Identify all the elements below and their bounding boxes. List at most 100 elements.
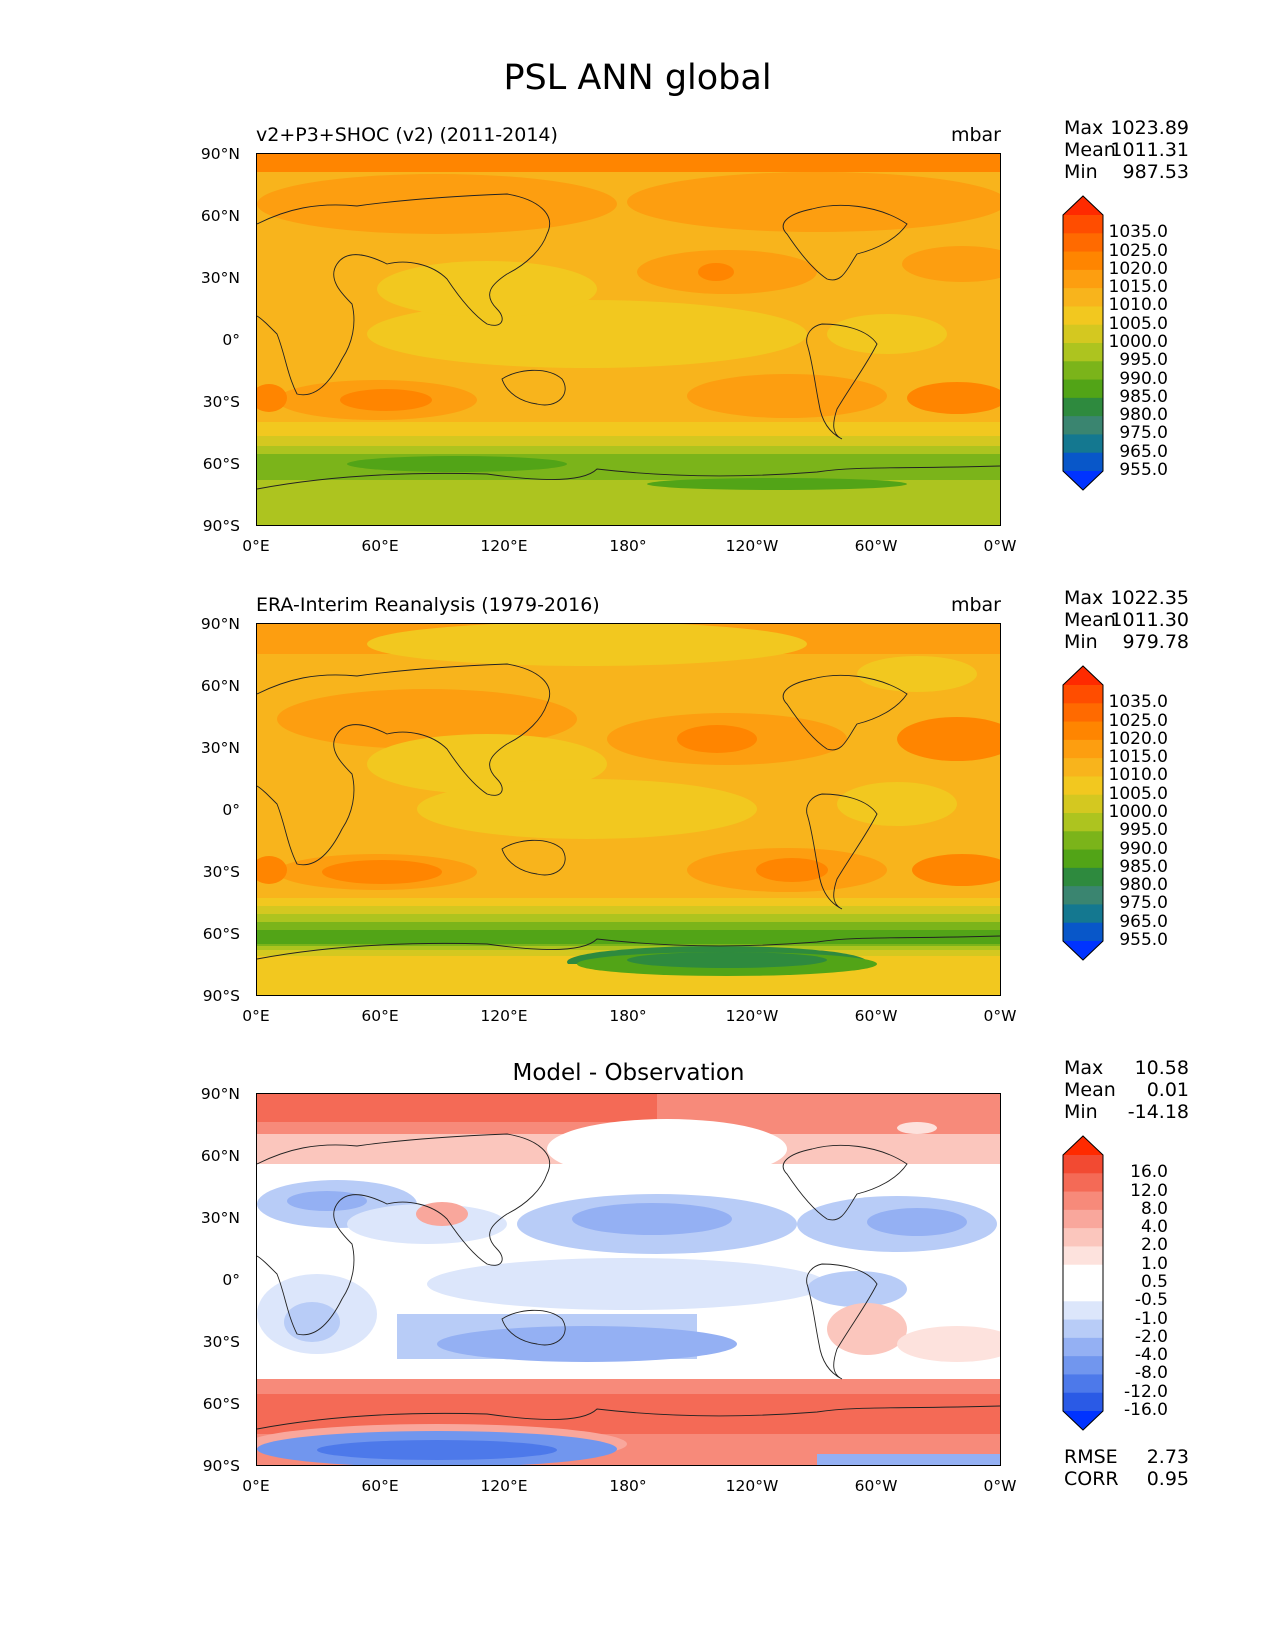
colorbar-tick-label: 1010.0: [1108, 765, 1168, 786]
colorbar-extend-bottom: [1063, 1411, 1103, 1430]
colorbar: [1062, 1135, 1104, 1431]
panel-units: mbar: [950, 594, 1001, 616]
colorbar-tick-label: -0.5: [1134, 1290, 1168, 1311]
colorbar-tick-label: 2.0: [1140, 1235, 1168, 1256]
colorbar-segment: [1063, 1264, 1103, 1284]
x-tick: 60°W: [854, 1007, 898, 1025]
colorbar-segment: [1063, 416, 1103, 435]
colorbar: [1062, 195, 1104, 491]
corr-label: CORR: [1064, 1468, 1119, 1490]
colorbar-segment: [1063, 758, 1103, 777]
colorbar-tick-label: 980.0: [1119, 405, 1168, 426]
colorbar-tick-label: 1025.0: [1108, 710, 1168, 731]
colorbar-segment: [1063, 1374, 1103, 1394]
x-tick: 120°W: [725, 1477, 779, 1495]
x-tick: 60°W: [854, 537, 898, 555]
map-model: [256, 153, 1001, 526]
figure-title: PSL ANN global: [503, 58, 772, 98]
colorbar-tick-label: 4.0: [1140, 1217, 1168, 1238]
y-tick: 30°S: [202, 863, 240, 881]
colorbar-segment: [1063, 452, 1103, 472]
colorbar: [1062, 665, 1104, 961]
stat-value: 979.78: [1122, 631, 1189, 653]
x-tick: 120°W: [725, 1007, 779, 1025]
panel-units: mbar: [950, 124, 1001, 146]
colorbar-tick-label: 16.0: [1130, 1162, 1168, 1183]
colorbar-segment: [1063, 233, 1103, 253]
y-tick: 30°N: [200, 739, 240, 757]
colorbar-tick-label: 975.0: [1119, 423, 1168, 444]
colorbar-segment: [1063, 703, 1103, 723]
colorbar-segment: [1063, 361, 1103, 381]
stat-label: Min: [1064, 161, 1098, 183]
colorbar-tick-label: 1005.0: [1108, 313, 1168, 334]
y-tick: 60°S: [202, 925, 240, 943]
stat-label: Max: [1064, 587, 1104, 609]
colorbar-segment: [1063, 1319, 1103, 1339]
y-tick: 30°N: [200, 269, 240, 287]
colorbar-tick-label: 1005.0: [1108, 783, 1168, 804]
colorbar-segment: [1063, 794, 1103, 814]
y-tick: 60°N: [200, 677, 240, 695]
y-tick: 90°N: [200, 615, 240, 633]
colorbar-segment: [1063, 813, 1103, 832]
colorbar-tick-label: 980.0: [1119, 875, 1168, 896]
x-tick: 0°W: [983, 1007, 1017, 1025]
y-tick: 60°N: [200, 1147, 240, 1165]
colorbar-tick-label: 990.0: [1119, 838, 1168, 859]
colorbar-segment: [1063, 904, 1103, 924]
colorbar-outline: [1062, 665, 1104, 961]
colorbar-segment: [1063, 288, 1103, 307]
colorbar-tick-label: 995.0: [1119, 820, 1168, 841]
colorbar-extend-bottom: [1063, 471, 1103, 490]
x-tick: 0°W: [983, 1477, 1017, 1495]
colorbar-segment: [1063, 685, 1103, 704]
colorbar-segment: [1063, 739, 1103, 759]
colorbar-segment: [1063, 831, 1103, 851]
colorbar-segment: [1063, 1155, 1103, 1174]
y-tick: 30°S: [202, 393, 240, 411]
panel-title: Model - Observation: [512, 1060, 745, 1086]
colorbar-segment: [1063, 397, 1103, 417]
colorbar-segment: [1063, 1191, 1103, 1211]
colorbar-tick-label: 12.0: [1130, 1180, 1168, 1201]
panel-title: v2+P3+SHOC (v2) (2011-2014): [256, 124, 558, 146]
rmse-label: RMSE: [1064, 1446, 1118, 1468]
stat-value: 1011.30: [1110, 609, 1189, 631]
y-tick: 60°S: [202, 455, 240, 473]
colorbar-outline: [1062, 195, 1104, 491]
colorbar-tick-label: 1035.0: [1108, 222, 1168, 243]
colorbar-tick-label: -8.0: [1134, 1363, 1168, 1384]
stat-value: 987.53: [1122, 161, 1189, 183]
colorbar-tick-label: 1025.0: [1108, 240, 1168, 261]
colorbar-segment: [1063, 922, 1103, 942]
colorbar-segment: [1063, 1173, 1103, 1193]
y-tick: 60°S: [202, 1395, 240, 1413]
x-tick: 120°E: [480, 1007, 528, 1025]
stat-value: 10.58: [1134, 1057, 1189, 1079]
y-tick: 30°S: [202, 1333, 240, 1351]
x-tick: 120°E: [480, 537, 528, 555]
y-tick: 90°N: [200, 1085, 240, 1103]
stat-value: -14.18: [1127, 1101, 1189, 1123]
colorbar-tick-label: 0.5: [1140, 1272, 1168, 1292]
colorbar-tick-label: -2.0: [1134, 1326, 1168, 1347]
stat-value: 1022.35: [1110, 587, 1189, 609]
colorbar-extend-top: [1063, 1136, 1103, 1155]
stat-value: 1011.31: [1110, 139, 1189, 161]
corr-value: 0.95: [1146, 1468, 1189, 1490]
colorbar-tick-label: 985.0: [1119, 386, 1168, 407]
colorbar-segment: [1063, 1246, 1103, 1266]
colorbar-tick-label: 8.0: [1140, 1198, 1168, 1219]
x-tick: 60°E: [361, 537, 399, 555]
stat-label: Mean: [1064, 1079, 1116, 1101]
stat-label: Mean: [1064, 609, 1116, 631]
colorbar-segment: [1063, 251, 1103, 271]
colorbar-segment: [1063, 1209, 1103, 1229]
colorbar-tick-label: 990.0: [1119, 368, 1168, 389]
colorbar-tick-label: 955.0: [1119, 930, 1168, 950]
colorbar-tick-label: 955.0: [1119, 460, 1168, 480]
colorbar-tick-label: 1020.0: [1108, 728, 1168, 749]
colorbar-segment: [1063, 1301, 1103, 1321]
x-tick: 60°E: [361, 1477, 399, 1495]
